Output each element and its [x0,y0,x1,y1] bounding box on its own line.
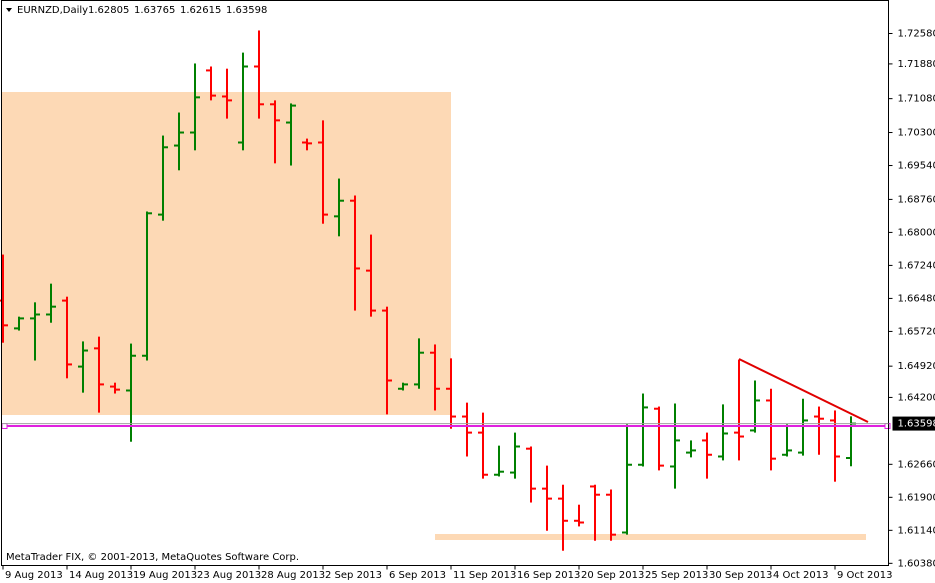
ohlc-readout: 1.62805 1.63765 1.62615 1.63598 [88,5,267,16]
y-tick-label: 1.69540 [898,161,935,172]
ohlc-open: 1.62805 [88,5,129,16]
x-tick-label: 14 Aug 2013 [69,570,133,581]
zone-rectangle [2,92,451,415]
x-tick-label: 30 Sep 2013 [709,570,772,581]
y-tick-label: 1.64200 [898,392,935,403]
x-tick-label: 25 Sep 2013 [645,570,708,581]
ohlc-low: 1.62615 [180,5,221,16]
x-tick-label: 23 Aug 2013 [197,570,261,581]
trend-line [738,358,869,423]
menu-arrow [6,8,12,12]
y-tick-label: 1.67240 [898,260,935,271]
y-tick-label: 1.71080 [898,94,935,105]
x-tick-label: 19 Aug 2013 [133,570,197,581]
y-tick-label: 1.68000 [898,227,935,238]
x-tick-label: 4 Oct 2013 [773,570,828,581]
x-tick-label: 28 Aug 2013 [261,570,325,581]
x-tick-label: 9 Aug 2013 [5,570,63,581]
y-tick-label: 1.71880 [898,59,935,70]
x-tick-label: 6 Sep 2013 [389,570,446,581]
line-handle [1,423,8,429]
bars [0,30,856,551]
y-tick-label: 1.61140 [898,525,935,536]
ohlc-high: 1.63765 [134,5,175,16]
y-tick-label: 1.62660 [898,459,935,470]
y-tick-label: 1.64920 [898,361,935,372]
y-tick-label: 1.65720 [898,326,935,337]
copyright: MetaTrader FIX, © 2001-2013, MetaQuotes … [6,552,299,563]
x-tick-label: 2 Sep 2013 [325,570,382,581]
current-price: 1.63598 [898,419,935,430]
y-tick-label: 1.66480 [898,293,935,304]
ohlc-close: 1.63598 [226,5,267,16]
line-handle [884,423,891,429]
y-tick-label: 1.72580 [898,29,935,40]
x-tick-label: 20 Sep 2013 [581,570,644,581]
x-tick-label: 9 Oct 2013 [837,570,892,581]
zone-rectangle [435,534,866,540]
x-tick-label: 16 Sep 2013 [517,570,580,581]
y-tick-label: 1.60380 [898,558,935,569]
symbol: EURNZD,Daily [17,5,88,16]
x-tick-label: 11 Sep 2013 [453,570,516,581]
plot-frame [1,0,889,566]
price-label-box [892,416,935,431]
y-tick-label: 1.68760 [898,194,935,205]
y-tick-label: 1.61900 [898,492,935,503]
y-tick-label: 1.70300 [898,128,935,139]
